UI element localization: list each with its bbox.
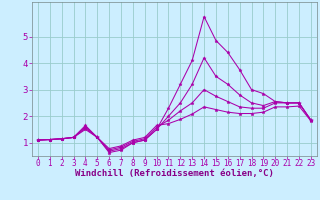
- X-axis label: Windchill (Refroidissement éolien,°C): Windchill (Refroidissement éolien,°C): [75, 169, 274, 178]
